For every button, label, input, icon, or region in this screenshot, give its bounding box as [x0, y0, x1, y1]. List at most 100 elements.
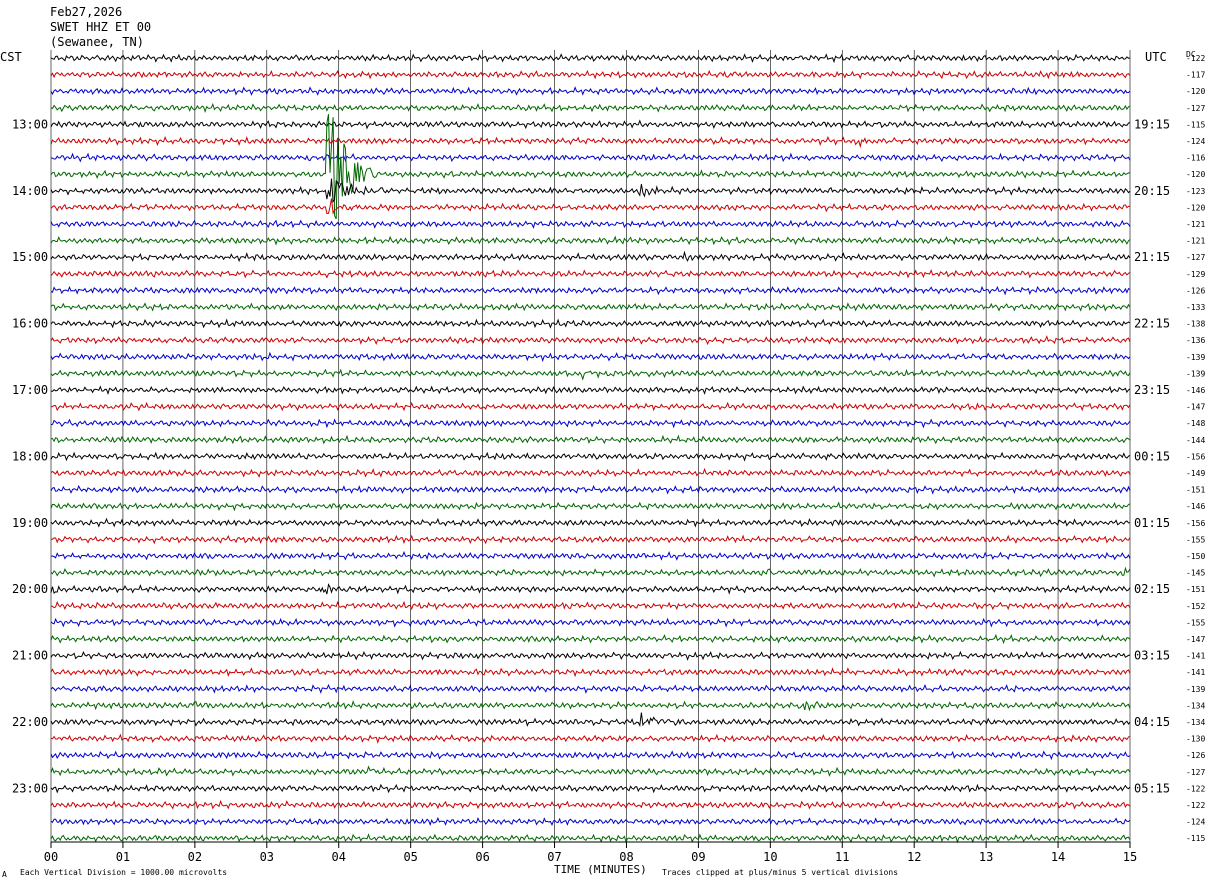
cst-hour-label: 14:00	[12, 184, 48, 198]
x-tick-label: 08	[619, 850, 633, 864]
x-tick-label: 05	[403, 850, 417, 864]
utc-hour-label: 00:15	[1134, 449, 1170, 463]
x-axis-ticks: 00 01 02 03 04 05 06 07 08 09 10 11 12 13 14 15	[44, 841, 1137, 864]
utc-hour-label: 05:15	[1134, 781, 1170, 795]
dc-offset-label: -150	[1186, 552, 1205, 561]
dc-offset-label: -144	[1186, 436, 1205, 445]
dc-offset-label: -115	[1186, 120, 1205, 129]
dc-offset-label: -151	[1186, 486, 1205, 495]
dc-offset-label: -122	[1186, 801, 1205, 810]
x-tick-label: 02	[188, 850, 202, 864]
utc-hour-label: 20:15	[1134, 184, 1170, 198]
x-tick-label: 01	[116, 850, 130, 864]
utc-hour-label: 22:15	[1134, 317, 1170, 331]
clip-note: Traces clipped at plus/minus 5 vertical …	[662, 868, 898, 877]
trace-row	[50, 650, 1130, 661]
trace-row	[50, 368, 1131, 381]
utc-hour-label: 19:15	[1134, 117, 1170, 131]
dc-offset-label: -139	[1186, 353, 1205, 362]
dc-offset-label: -121	[1186, 220, 1205, 229]
dc-column-label: DC	[1186, 50, 1196, 59]
trace-row	[50, 750, 1131, 761]
trace-row	[50, 285, 1131, 296]
dc-offset-label: -134	[1186, 718, 1205, 727]
trace-row	[50, 833, 1131, 844]
x-tick-label: 04	[332, 850, 346, 864]
cst-hour-label: 16:00	[12, 317, 48, 331]
trace-row	[50, 418, 1131, 429]
trace-row	[50, 434, 1131, 445]
dc-offset-label: -156	[1186, 452, 1205, 461]
trace-row	[50, 712, 1131, 728]
x-tick-label: 03	[260, 850, 274, 864]
dc-offset-label: -146	[1186, 502, 1205, 511]
cst-hour-label: 23:00	[12, 781, 48, 795]
trace-row	[50, 136, 1131, 149]
trace-row	[50, 219, 1131, 229]
dc-offset-label: -138	[1186, 320, 1205, 329]
utc-hour-label: 03:15	[1134, 649, 1170, 663]
x-axis-title: TIME (MINUTES)	[554, 863, 647, 876]
trace-row	[50, 114, 1131, 220]
dc-offset-label: -152	[1186, 602, 1205, 611]
trace-row	[50, 119, 1131, 130]
x-tick-label: 11	[835, 850, 849, 864]
trace-row	[50, 385, 1131, 396]
utc-hour-labels: 19:15 20:15 21:15 22:15 23:15 00:15 01:15 02:15…	[1134, 117, 1170, 795]
chart-date: Feb27,2026	[50, 5, 122, 19]
dc-offset-label: -120	[1186, 203, 1205, 212]
trace-row	[50, 517, 1131, 528]
cst-hour-label: 21:00	[12, 649, 48, 663]
trace-row	[50, 484, 1131, 495]
utc-hour-label: 23:15	[1134, 383, 1170, 397]
dc-offset-label: -120	[1186, 87, 1205, 96]
cst-hour-label: 20:00	[12, 582, 48, 596]
dc-offset-label: -149	[1186, 469, 1205, 478]
dc-offset-label: -120	[1186, 170, 1205, 179]
trace-row	[50, 467, 1131, 478]
x-tick-label: 13	[979, 850, 993, 864]
x-tick-label: 07	[547, 850, 561, 864]
x-tick-label: 12	[907, 850, 921, 864]
cst-hour-label: 13:00	[12, 117, 48, 131]
trace-row	[50, 550, 1131, 561]
trace-row	[50, 683, 1131, 694]
dc-offset-label: -124	[1186, 818, 1205, 827]
dc-offset-label: -123	[1186, 187, 1205, 196]
trace-row	[50, 700, 1131, 712]
station-id: SWET HHZ ET 00	[50, 20, 151, 34]
dc-offset-label: -130	[1186, 735, 1205, 744]
utc-hour-label: 02:15	[1134, 582, 1170, 596]
dc-offset-label: -155	[1186, 535, 1205, 544]
dc-offset-label: -129	[1186, 270, 1205, 279]
cst-hour-labels: 13:00 14:00 15:00 16:00 17:00 18:00 19:00 20:00…	[12, 117, 48, 795]
trace-row	[50, 302, 1131, 312]
dc-offset-label: -121	[1186, 237, 1205, 246]
trace-row	[50, 600, 1131, 611]
dc-offset-label: -148	[1186, 419, 1205, 428]
utc-hour-label: 01:15	[1134, 516, 1170, 530]
dc-offset-label: -116	[1186, 154, 1205, 163]
trace-row	[50, 401, 1131, 412]
cst-hour-label: 15:00	[12, 250, 48, 264]
trace-row	[50, 102, 1131, 113]
x-tick-label: 09	[691, 850, 705, 864]
dc-offset-label: -117	[1186, 71, 1205, 80]
dc-offset-labels: -122 -117 -120 -127 -115 -124 -116 -120 -123 -120…	[1186, 54, 1205, 843]
x-tick-label: 14	[1051, 850, 1065, 864]
dc-offset-label: -127	[1186, 768, 1205, 777]
corner-mark: A	[2, 870, 7, 879]
dc-offset-label: -136	[1186, 336, 1205, 345]
trace-row	[50, 198, 1131, 215]
cst-hour-label: 22:00	[12, 715, 48, 729]
trace-row	[50, 335, 1131, 346]
trace-row	[50, 351, 1131, 363]
trace-row	[50, 53, 1131, 64]
x-tick-label: 06	[475, 850, 489, 864]
dc-offset-label: -126	[1186, 286, 1205, 295]
x-tick-label: 15	[1123, 850, 1137, 864]
trace-row	[50, 318, 1131, 329]
dc-offset-label: -147	[1186, 403, 1205, 412]
trace-row	[50, 86, 1131, 96]
